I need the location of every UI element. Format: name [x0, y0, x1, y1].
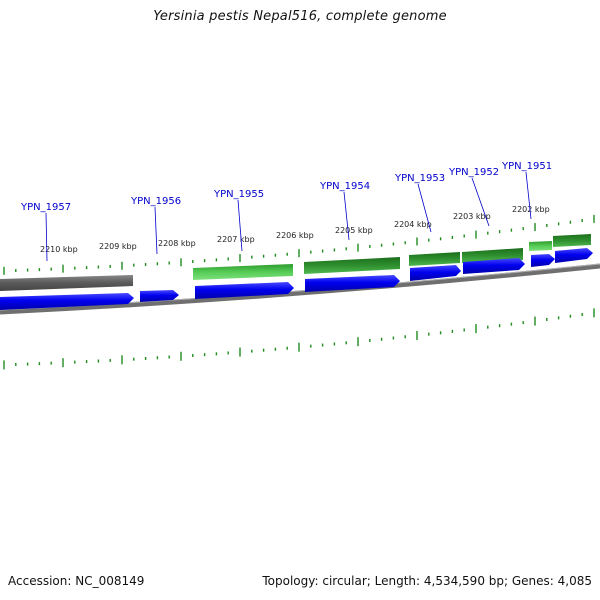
gene-label-ypn1952[interactable]: YPN_1952: [448, 167, 499, 178]
cds-arrow[interactable]: [531, 254, 555, 267]
scale-label: 2205 kbp: [335, 226, 373, 235]
gene-green-ypn1950[interactable]: [553, 234, 591, 247]
gene-labels: YPN_1957 YPN_1956 YPN_1955 YPN_1954 YPN_…: [20, 161, 552, 213]
gene-green-ypn1955[interactable]: [193, 264, 293, 280]
gene-gray-segment[interactable]: [0, 275, 133, 291]
scale-label: 2207 kbp: [217, 235, 255, 244]
scale-label: 2206 kbp: [276, 231, 314, 240]
map-title: Yersinia pestis Nepal516, complete genom…: [153, 9, 447, 24]
accession-text: Accession: NC_008149: [8, 574, 145, 588]
cds-arrow[interactable]: [195, 282, 294, 299]
gene-label-ypn1957[interactable]: YPN_1957: [20, 202, 71, 213]
scale-ticks-lower: [3, 308, 595, 370]
genome-backbone: [0, 263, 600, 315]
gene-label-leaders: [45, 171, 532, 262]
cds-arrow[interactable]: [463, 258, 525, 274]
gene-label-ypn1951[interactable]: YPN_1951: [501, 161, 552, 172]
scale-label: 2210 kbp: [40, 245, 78, 254]
genome-summary-text: Topology: circular; Length: 4,534,590 bp…: [262, 574, 592, 588]
cds-arrow[interactable]: [140, 290, 179, 302]
scale-label: 2203 kbp: [453, 212, 491, 221]
gene-label-ypn1953[interactable]: YPN_1953: [394, 173, 445, 184]
gene-label-ypn1954[interactable]: YPN_1954: [319, 181, 370, 192]
scale-ticks-upper: [3, 214, 595, 275]
cds-arrow[interactable]: [410, 265, 461, 281]
gene-green-ypn1953[interactable]: [409, 252, 460, 266]
cds-arrow[interactable]: [555, 248, 593, 263]
scale-label: 2208 kbp: [158, 239, 196, 248]
cds-arrow[interactable]: [0, 293, 134, 310]
scale-labels: 2210 kbp 2209 kbp 2208 kbp 2207 kbp 2206…: [40, 205, 550, 254]
cds-arrow[interactable]: [305, 275, 400, 292]
scale-label: 2202 kbp: [512, 205, 550, 214]
feature-track-forward: [0, 248, 593, 310]
gene-green-ypn1951[interactable]: [529, 241, 552, 251]
gene-label-ypn1956[interactable]: YPN_1956: [130, 196, 181, 207]
scale-label: 2209 kbp: [99, 242, 137, 251]
gene-green-ypn1954[interactable]: [304, 257, 400, 274]
feature-track-upper: [0, 234, 591, 291]
gene-label-ypn1955[interactable]: YPN_1955: [213, 189, 264, 200]
scale-label: 2204 kbp: [394, 220, 432, 229]
